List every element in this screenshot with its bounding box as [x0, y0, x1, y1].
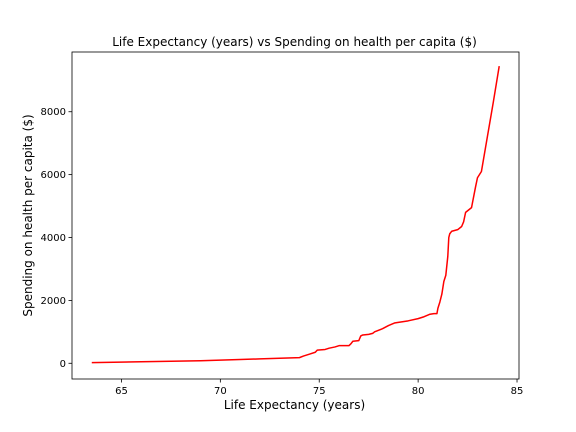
y-tick-label: 4000 [41, 233, 66, 244]
plot-frame [71, 51, 520, 380]
x-tick-label: 75 [313, 386, 326, 397]
x-tick-label: 70 [214, 386, 227, 397]
x-axis-label: Life Expectancy (years) [224, 398, 365, 412]
x-axis: 65 70 75 80 85 [115, 379, 523, 397]
y-tick-label: 0 [60, 359, 66, 370]
x-tick-label: 65 [115, 386, 128, 397]
y-tick-label: 8000 [41, 107, 66, 118]
y-tick-label: 6000 [41, 170, 66, 181]
x-tick-label: 80 [412, 386, 425, 397]
chart-title: Life Expectancy (years) vs Spending on h… [112, 35, 477, 49]
plot-area [91, 66, 500, 364]
y-axis-label: Spending on health per capita ($) [21, 114, 35, 316]
series-line-0 [91, 66, 500, 364]
x-tick-label: 85 [511, 386, 524, 397]
y-axis: 0 2000 4000 6000 8000 [41, 107, 72, 370]
y-tick-label: 2000 [41, 296, 66, 307]
